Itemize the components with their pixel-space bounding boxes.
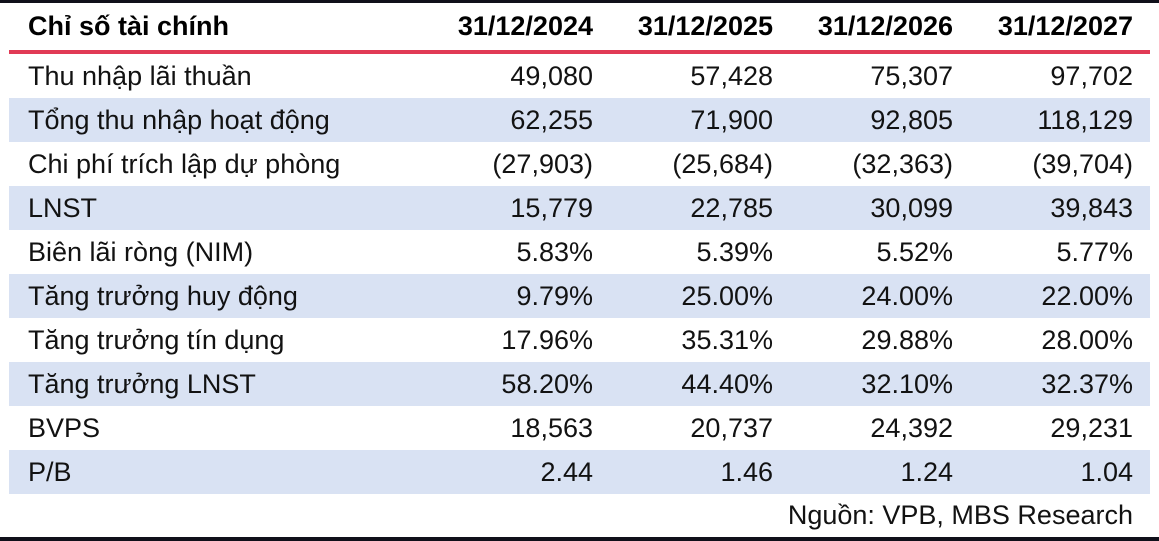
table-row: Tăng trưởng huy động 9.79% 25.00% 24.00%… — [9, 274, 1150, 318]
table-header-row: Chỉ số tài chính 31/12/2024 31/12/2025 3… — [9, 3, 1150, 50]
row-value: 1.04 — [1080, 456, 1133, 487]
row-value: 75,307 — [870, 60, 953, 91]
row-value: 5.83% — [516, 236, 593, 267]
row-value: 32.37% — [1041, 368, 1133, 399]
table-row: Thu nhập lãi thuần 49,080 57,428 75,307 … — [9, 54, 1150, 98]
row-value: 1.24 — [900, 456, 953, 487]
row-label: P/B — [28, 456, 72, 487]
row-value: 22,785 — [690, 192, 773, 223]
table-row: LNST 15,779 22,785 30,099 39,843 — [9, 186, 1150, 230]
row-value: (25,684) — [672, 148, 773, 179]
row-value: 15,779 — [510, 192, 593, 223]
table-row: Chi phí trích lập dự phòng (27,903) (25,… — [9, 142, 1150, 186]
row-value: (27,903) — [492, 148, 593, 179]
row-value: 2.44 — [540, 456, 593, 487]
row-value: 24.00% — [861, 280, 953, 311]
bottom-border-rule — [0, 537, 1159, 541]
table-row: Tổng thu nhập hoạt động 62,255 71,900 92… — [9, 98, 1150, 142]
table-row: BVPS 18,563 20,737 24,392 29,231 — [9, 406, 1150, 450]
row-value: 28.00% — [1041, 324, 1133, 355]
row-value: 32.10% — [861, 368, 953, 399]
row-value: 24,392 — [870, 412, 953, 443]
row-label: Biên lãi ròng (NIM) — [28, 236, 254, 267]
row-value: 18,563 — [510, 412, 593, 443]
row-label: Tăng trưởng LNST — [28, 368, 256, 399]
table-row: P/B 2.44 1.46 1.24 1.04 — [9, 450, 1150, 494]
row-value: 25.00% — [681, 280, 773, 311]
row-value: 92,805 — [870, 104, 953, 135]
row-label: Tổng thu nhập hoạt động — [28, 104, 330, 135]
header-col-2024: 31/12/2024 — [457, 11, 593, 41]
row-value: 58.20% — [501, 368, 593, 399]
row-value: 9.79% — [516, 280, 593, 311]
row-value: 39,843 — [1050, 192, 1133, 223]
row-label: LNST — [28, 192, 98, 223]
row-value: 44.40% — [681, 368, 773, 399]
financial-metrics-table: Chỉ số tài chính 31/12/2024 31/12/2025 3… — [9, 3, 1150, 537]
row-value: 29,231 — [1050, 412, 1133, 443]
row-value: 1.46 — [720, 456, 773, 487]
row-value: 5.52% — [876, 236, 953, 267]
header-divider-rule — [9, 50, 1150, 54]
row-label: Tăng trưởng tín dụng — [28, 324, 285, 355]
row-value: 17.96% — [501, 324, 593, 355]
row-value: 22.00% — [1041, 280, 1133, 311]
row-label: Thu nhập lãi thuần — [28, 60, 252, 91]
table-row: Tăng trưởng LNST 58.20% 44.40% 32.10% 32… — [9, 362, 1150, 406]
row-value: 5.39% — [696, 236, 773, 267]
row-value: (32,363) — [852, 148, 953, 179]
row-label: Chi phí trích lập dự phòng — [28, 148, 341, 179]
row-value: 20,737 — [690, 412, 773, 443]
source-note: Nguồn: VPB, MBS Research — [787, 500, 1133, 530]
row-value: 49,080 — [510, 60, 593, 91]
row-value: 62,255 — [510, 104, 593, 135]
row-value: 97,702 — [1050, 60, 1133, 91]
row-value: 71,900 — [690, 104, 773, 135]
header-col-2025: 31/12/2025 — [637, 11, 773, 41]
row-value: 30,099 — [870, 192, 953, 223]
table-row: Biên lãi ròng (NIM) 5.83% 5.39% 5.52% 5.… — [9, 230, 1150, 274]
row-value: 29.88% — [861, 324, 953, 355]
header-metric-label: Chỉ số tài chính — [28, 11, 230, 41]
row-value: 5.77% — [1056, 236, 1133, 267]
table-row: Tăng trưởng tín dụng 17.96% 35.31% 29.88… — [9, 318, 1150, 362]
header-col-2027: 31/12/2027 — [997, 11, 1133, 41]
top-border-rule — [0, 0, 1159, 3]
row-label: BVPS — [28, 412, 101, 443]
table-footer-row: Nguồn: VPB, MBS Research — [9, 494, 1150, 537]
row-label: Tăng trưởng huy động — [28, 280, 298, 311]
row-value: 57,428 — [690, 60, 773, 91]
row-value: 118,129 — [1037, 104, 1133, 135]
header-col-2026: 31/12/2026 — [817, 11, 953, 41]
row-value: 35.31% — [681, 324, 773, 355]
row-value: (39,704) — [1032, 148, 1133, 179]
